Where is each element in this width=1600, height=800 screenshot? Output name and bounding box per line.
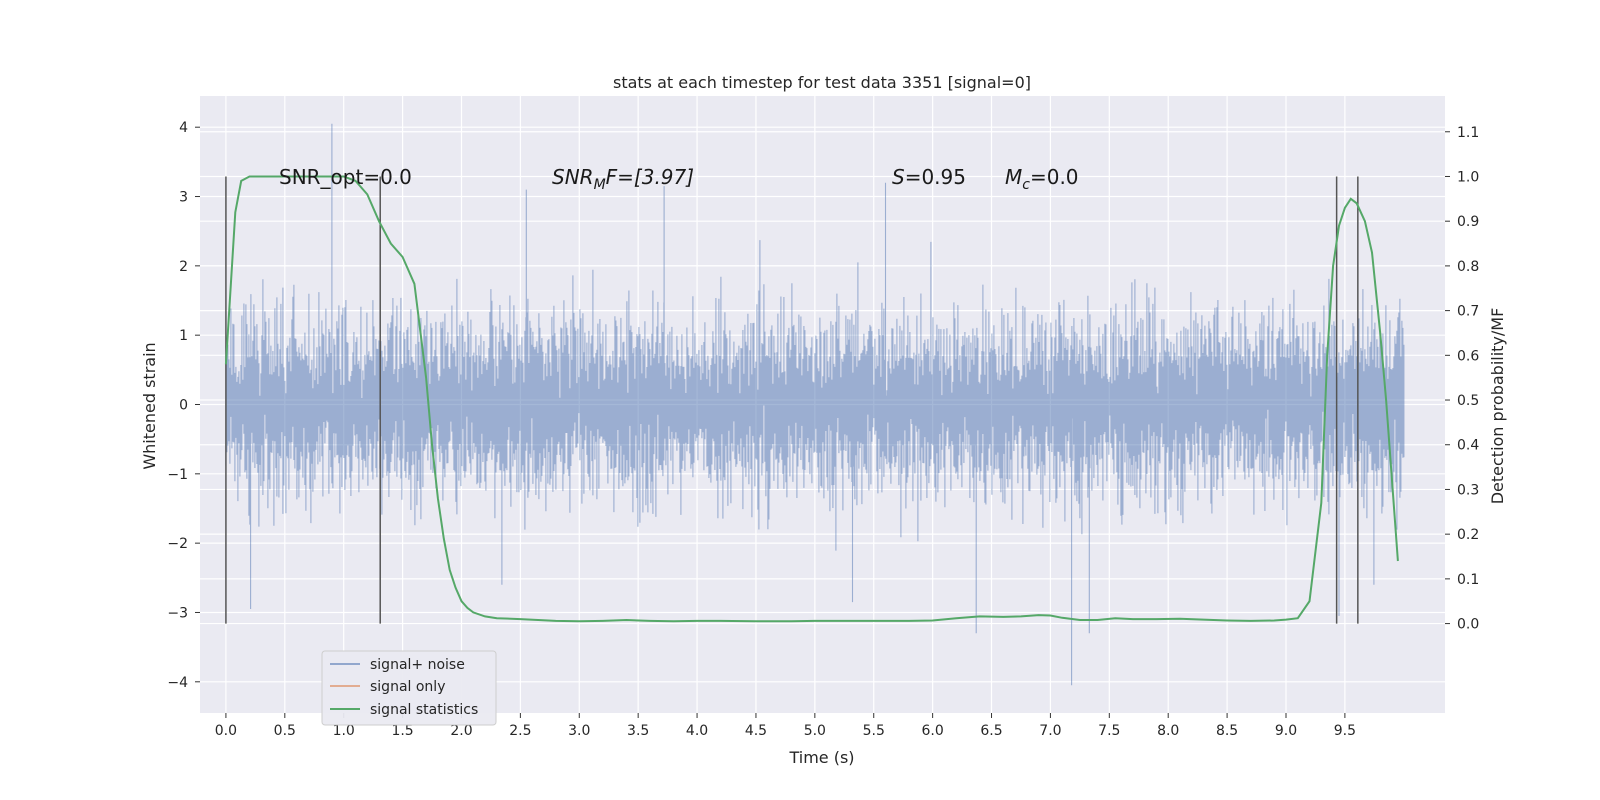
y-right-tick-label: 0.9 — [1457, 214, 1479, 230]
x-tick-label: 6.5 — [980, 723, 1002, 739]
mc-annotation: Mc=0.0 — [1005, 165, 1079, 193]
y-left-tick-label: −1 — [167, 467, 188, 483]
mc-subscript: c — [1022, 177, 1030, 193]
vertical-markers — [225, 176, 1359, 624]
y-right-tick-label: 0.4 — [1457, 438, 1479, 454]
y-right-tick-label: 0.7 — [1457, 304, 1479, 320]
x-tick-label: 9.0 — [1275, 723, 1297, 739]
y-left-tick-label: −3 — [167, 605, 188, 621]
legend-label-signal-statistics: signal statistics — [370, 702, 478, 718]
y-right-tick-label: 0.5 — [1457, 393, 1479, 409]
y-left-tick-label: 1 — [179, 328, 188, 344]
y-right-tick-label: 1.0 — [1457, 169, 1479, 185]
x-tick-label: 7.0 — [1039, 723, 1061, 739]
y-left-tick-label: 2 — [179, 259, 188, 275]
x-tick-label: 3.5 — [627, 723, 649, 739]
y-left-axis-label: Whitened strain — [140, 342, 159, 469]
x-tick-label: 5.0 — [804, 723, 826, 739]
s-annotation: S=0.95 — [892, 165, 966, 189]
y-right-tick-label: 0.8 — [1457, 259, 1479, 275]
x-tick-label: 1.5 — [391, 723, 413, 739]
x-tick-label: 2.0 — [450, 723, 472, 739]
x-tick-label: 4.0 — [686, 723, 708, 739]
snr-mf-name: SNR — [552, 165, 594, 189]
x-tick-label: 9.5 — [1334, 723, 1356, 739]
legend-label-signal-only: signal only — [370, 679, 445, 695]
s-value: =0.95 — [905, 165, 966, 189]
y-left-tick-label: −4 — [167, 675, 188, 691]
s-name: S — [892, 165, 905, 189]
snr-opt-annotation: SNR_opt=0.0 — [279, 165, 412, 189]
x-tick-label: 4.5 — [745, 723, 767, 739]
y-right-axis-ticks: 0.0 0.1 0.2 0.3 0.4 0.5 0.6 0.7 0.8 0.9 1.0 1.1 — [1445, 125, 1479, 633]
signal-statistics-series — [224, 175, 1399, 623]
y-left-tick-label: 0 — [179, 398, 188, 414]
x-tick-label: 8.0 — [1157, 723, 1179, 739]
legend-box — [321, 650, 497, 726]
x-axis-label: Time (s) — [788, 748, 854, 767]
y-right-tick-label: 1.1 — [1457, 125, 1479, 141]
mc-name: M — [1005, 165, 1022, 189]
signal-statistics-line — [224, 175, 1399, 623]
y-left-axis-ticks: −4 −3 −2 −1 0 1 2 3 4 — [167, 120, 200, 691]
chart-title: stats at each timestep for test data 335… — [613, 73, 1031, 92]
y-left-tick-label: 4 — [179, 120, 188, 136]
x-tick-label: 0.0 — [215, 723, 237, 739]
x-axis-ticks: 0.0 0.5 1.0 1.5 2.0 2.5 3.0 3.5 4.0 4.5 5.0 5.5 6.0 6… — [215, 713, 1356, 739]
y-right-tick-label: 0.2 — [1457, 527, 1479, 543]
x-tick-label: 1.0 — [333, 723, 355, 739]
x-tick-label: 0.5 — [274, 723, 296, 739]
snr-mf-annotation: SNRMF=[3.97] — [552, 165, 694, 193]
y-left-tick-label: −2 — [167, 536, 188, 552]
x-tick-label: 3.0 — [568, 723, 590, 739]
snr-mf-value: F=[3.97] — [606, 165, 694, 189]
snr-mf-subscript: M — [594, 177, 606, 193]
x-tick-label: 5.5 — [863, 723, 885, 739]
legend: signal+ noise signal only signal statist… — [321, 650, 497, 726]
x-tick-label: 2.5 — [509, 723, 531, 739]
x-tick-label: 8.5 — [1216, 723, 1238, 739]
y-right-tick-label: 0.3 — [1457, 482, 1479, 498]
annotations: SNR_opt=0.0 SNRMF=[3.97] S=0.95 Mc=0.0 — [279, 165, 1079, 193]
x-tick-label: 7.5 — [1098, 723, 1120, 739]
y-right-tick-label: 0.1 — [1457, 572, 1479, 588]
y-right-tick-label: 0.0 — [1457, 617, 1479, 633]
y-right-axis-label: Detection probability/MF — [1488, 308, 1507, 505]
y-left-tick-label: 3 — [179, 190, 188, 206]
mc-value: =0.0 — [1030, 165, 1079, 189]
legend-label-signal-noise: signal+ noise — [370, 657, 465, 673]
x-tick-label: 6.0 — [921, 723, 943, 739]
y-right-tick-label: 0.6 — [1457, 348, 1479, 364]
